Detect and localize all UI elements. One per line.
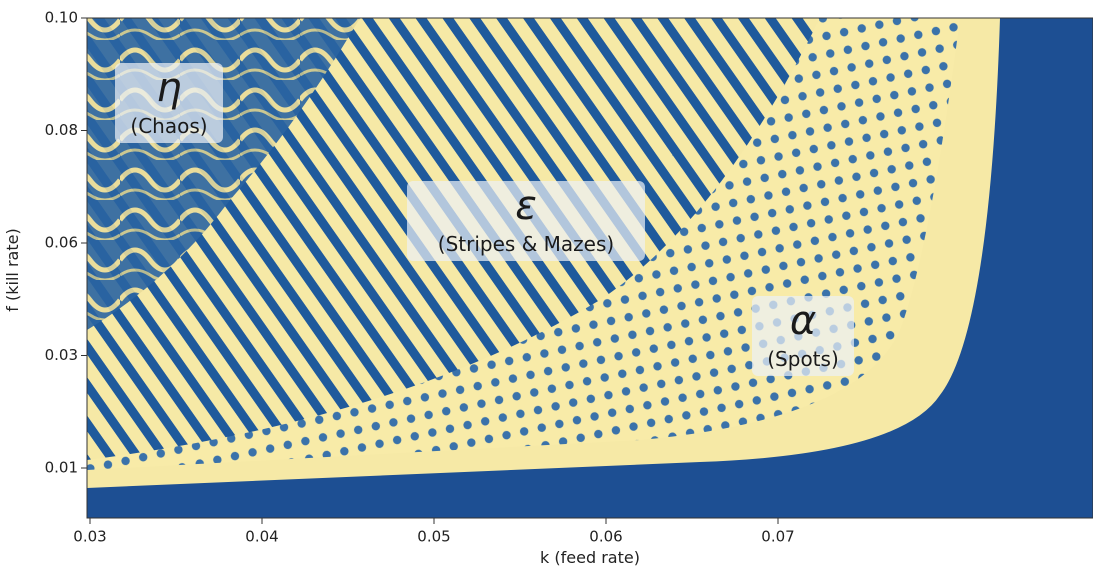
y-tick-label: 0.08	[45, 121, 78, 139]
y-tick-label: 0.10	[45, 9, 78, 27]
y-tick-label: 0.03	[45, 346, 78, 364]
annotation-symbol: α	[790, 298, 816, 344]
chart: k (feed rate) f (kill rate) 0.03 0.04 0.05…	[0, 0, 1093, 571]
x-axis-label: k (feed rate)	[540, 548, 640, 567]
pattern-image	[87, 18, 1093, 518]
annotation-label: (Chaos)	[130, 114, 207, 138]
annotation-symbol: η	[156, 65, 181, 111]
x-tick-label: 0.06	[589, 528, 622, 546]
x-tick-label: 0.05	[417, 528, 450, 546]
annotation-label: (Stripes & Mazes)	[438, 232, 614, 256]
y-tick-label: 0.06	[45, 234, 78, 252]
x-tick-label: 0.04	[245, 528, 278, 546]
y-axis-label: f (kill rate)	[3, 228, 22, 311]
x-tick-label: 0.07	[761, 528, 794, 546]
x-tick-label: 0.03	[73, 528, 106, 546]
annotation-symbol: ε	[515, 183, 537, 229]
annotation-label: (Spots)	[767, 347, 839, 371]
y-tick-label: 0.01	[45, 459, 78, 477]
